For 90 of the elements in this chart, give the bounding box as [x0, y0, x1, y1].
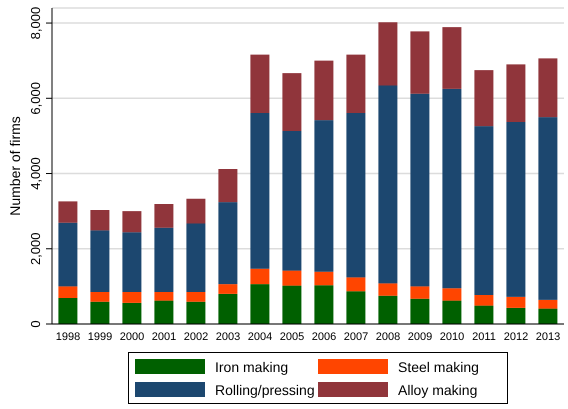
y-tick-label: 0 — [28, 320, 43, 328]
bar — [474, 126, 494, 296]
x-tick-label: 1998 — [56, 330, 80, 343]
legend-label: Rolling/pressing — [215, 382, 315, 398]
bar — [282, 131, 302, 271]
bar — [378, 296, 398, 324]
bar — [122, 302, 142, 324]
bar — [506, 308, 526, 324]
bar — [314, 60, 334, 120]
bar — [410, 94, 430, 286]
bar — [442, 27, 462, 89]
bar — [186, 198, 206, 224]
bar — [378, 283, 398, 296]
x-tick-label: 2010 — [440, 330, 464, 343]
bar — [474, 295, 494, 306]
x-tick-label: 2012 — [504, 330, 528, 343]
x-tick-label: 2000 — [120, 330, 144, 343]
bar — [378, 22, 398, 86]
bar — [58, 298, 78, 324]
bar — [154, 204, 174, 228]
bar — [186, 302, 206, 324]
bar — [346, 291, 366, 324]
bar — [90, 210, 110, 230]
bar — [250, 112, 270, 269]
bar — [218, 294, 238, 324]
bar — [218, 284, 238, 294]
y-tick-label: 2,000 — [28, 232, 43, 266]
bar — [346, 54, 366, 113]
bar — [538, 58, 558, 118]
x-tick-label: 2006 — [312, 330, 336, 343]
bar — [506, 296, 526, 308]
bar — [58, 286, 78, 298]
y-tick-label: 8,000 — [28, 6, 43, 40]
x-tick-label: 2009 — [408, 330, 432, 343]
legend-label: Iron making — [215, 358, 288, 374]
x-tick-label: 2004 — [248, 330, 272, 343]
x-tick-label: 1999 — [88, 330, 112, 343]
bar — [442, 88, 462, 288]
bar — [122, 211, 142, 232]
legend-label: Steel making — [398, 358, 479, 374]
x-tick-label: 2007 — [344, 330, 368, 343]
bar — [538, 117, 558, 300]
y-tick-label: 4,000 — [28, 157, 43, 190]
bar — [474, 70, 494, 126]
bar — [58, 222, 78, 286]
bar — [154, 300, 174, 324]
x-tick-label: 2005 — [280, 330, 304, 343]
bar — [346, 277, 366, 292]
y-axis-title: Number of firms — [6, 116, 23, 216]
bar — [90, 292, 110, 302]
bar — [346, 112, 366, 278]
x-tick-label: 2003 — [216, 330, 240, 343]
bar — [282, 270, 302, 286]
bar — [314, 120, 334, 272]
bar — [90, 230, 110, 292]
legend-label: Alloy making — [398, 382, 478, 398]
bar — [90, 302, 110, 324]
bar — [58, 201, 78, 223]
bar — [282, 73, 302, 132]
bar — [314, 285, 334, 324]
bar — [506, 64, 526, 122]
bar — [250, 284, 270, 324]
bar — [410, 286, 430, 299]
y-tick-label: 6,000 — [28, 82, 43, 115]
bar — [250, 268, 270, 284]
bar — [250, 54, 270, 113]
bar — [474, 306, 494, 324]
bar — [442, 300, 462, 324]
bar — [442, 288, 462, 301]
bar — [378, 85, 398, 284]
bar — [186, 224, 206, 292]
bar — [154, 228, 174, 292]
bar — [122, 232, 142, 292]
bar — [282, 286, 302, 324]
x-tick-label: 2002 — [184, 330, 208, 343]
bar — [218, 202, 238, 284]
x-tick-label: 2001 — [152, 330, 176, 343]
x-tick-label: 2011 — [472, 330, 496, 343]
bar — [186, 292, 206, 302]
x-tick-label: 2008 — [376, 330, 400, 343]
bar — [314, 272, 334, 286]
bar — [538, 300, 558, 309]
bar — [218, 169, 238, 202]
bar — [410, 31, 430, 94]
bar — [154, 292, 174, 301]
bar — [122, 292, 142, 303]
bar — [506, 122, 526, 297]
bar — [538, 308, 558, 324]
bar — [410, 298, 430, 324]
x-tick-label: 2013 — [536, 330, 560, 343]
